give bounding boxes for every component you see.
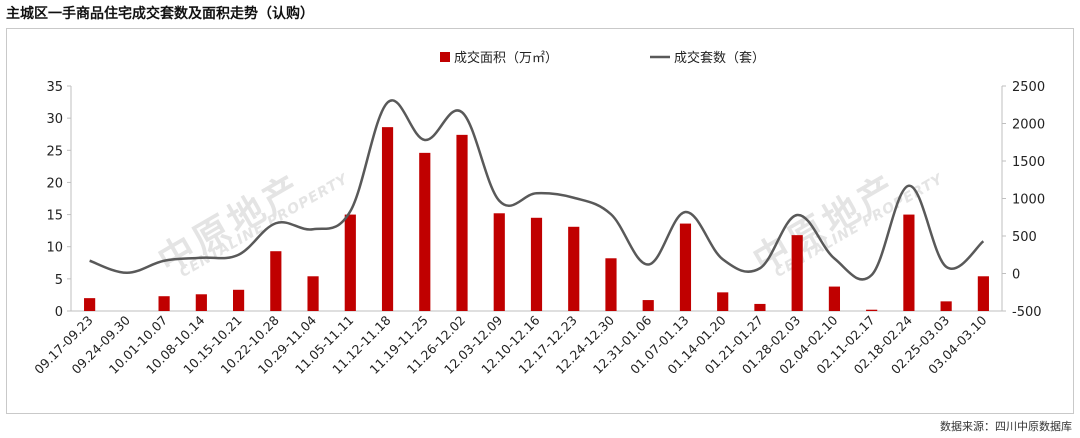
- y-right-tick-label: 0: [1012, 268, 1020, 283]
- bar: [530, 217, 543, 311]
- bar: [866, 309, 878, 311]
- y-left-tick-label: 25: [46, 144, 63, 159]
- axes: 0 5 10 15 20 25 30 35 -500 0 500 1000 1500 2000 2500: [46, 80, 1045, 320]
- y-right-tick-label: 1500: [1012, 155, 1045, 170]
- line-series: [89, 99, 985, 281]
- line-path: [89, 99, 985, 281]
- legend-bar-swatch: [440, 52, 450, 62]
- y-right-tick-label: 1000: [1012, 193, 1045, 208]
- bar: [642, 300, 654, 311]
- y-right-tick-label: 2000: [1012, 118, 1045, 133]
- bar: [344, 214, 356, 311]
- bar: [679, 223, 692, 311]
- bar: [158, 296, 170, 311]
- page-title: 主城区一手商品住宅成交套数及面积走势（认购）: [6, 6, 314, 22]
- chart-frame: 中原地产 CENTALINE PROPERTY 中原地产 CENTALINE P…: [6, 28, 1074, 414]
- bar: [456, 134, 468, 311]
- combo-chart: 成交面积（万㎡） 成交套数（套） 0 5 10 15 20 25 30 35 -500 0 500 1…: [31, 50, 1045, 377]
- y-left-tick-label: 0: [55, 305, 63, 320]
- bar: [828, 286, 841, 311]
- legend: 成交面积（万㎡） 成交套数（套）: [440, 50, 765, 66]
- y-left-tick-label: 35: [46, 80, 63, 95]
- bar: [605, 258, 617, 311]
- y-right-tick-label: -500: [1012, 305, 1042, 320]
- bar: [977, 276, 989, 311]
- bar: [717, 292, 729, 311]
- y-left-tick-label: 15: [46, 209, 63, 224]
- bar: [940, 301, 952, 311]
- bar: [84, 298, 96, 311]
- bar: [419, 152, 431, 311]
- bar: [903, 214, 915, 311]
- y-right-tick-label: 500: [1012, 230, 1037, 245]
- bar-series: [84, 127, 989, 312]
- x-tick-labels: 09.17-09.2309.24-09.3010.01-10.0710.08-1…: [31, 312, 989, 376]
- bar: [195, 294, 207, 311]
- bar: [568, 226, 580, 311]
- bar: [270, 251, 282, 311]
- y-left-tick-label: 10: [46, 241, 63, 256]
- y-right-tick-label: 2500: [1012, 80, 1045, 95]
- bar: [493, 213, 505, 311]
- bar: [232, 289, 245, 311]
- bar: [307, 276, 319, 311]
- legend-bar-label: 成交面积（万㎡）: [454, 50, 558, 66]
- y-left-tick-label: 20: [46, 176, 63, 191]
- bar: [381, 127, 394, 312]
- source-note: 数据来源：四川中原数据库: [940, 420, 1072, 433]
- bar: [754, 303, 766, 311]
- bar: [791, 235, 803, 311]
- legend-line-label: 成交套数（套）: [674, 50, 765, 66]
- y-left-tick-label: 30: [46, 112, 63, 127]
- y-left-tick-label: 5: [55, 273, 63, 288]
